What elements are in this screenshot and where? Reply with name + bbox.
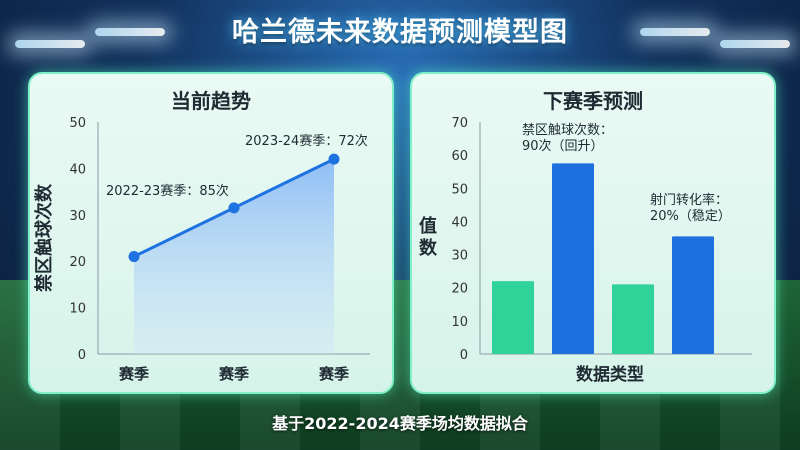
trend-x-tick: 赛季	[118, 365, 149, 383]
trend-y-tick: 0	[78, 348, 86, 363]
forecast-annotation-touch-line2: 90次（回升）	[522, 138, 604, 154]
trend-point	[228, 202, 240, 214]
trend-title: 当前趋势	[171, 89, 251, 113]
forecast-chart: 下赛季预测 0 10 20 30 40 50 60 70 值 数 数据类型 禁区触球次数： 9…	[419, 89, 752, 385]
forecast-annotation-conversion-line2: 20%（稳定）	[650, 208, 731, 224]
forecast-y-tick: 40	[451, 215, 468, 230]
trend-y-tick: 40	[69, 162, 86, 177]
forecast-y-tick: 50	[451, 182, 468, 197]
forecast-y-tick: 0	[460, 348, 468, 363]
forecast-y-tick: 10	[451, 315, 468, 330]
forecast-title: 下赛季预测	[543, 89, 643, 113]
stadium-light-right-1	[640, 28, 710, 36]
forecast-x-label: 数据类型	[576, 364, 644, 385]
forecast-y-tick: 30	[451, 249, 468, 264]
trend-y-tick: 10	[69, 302, 86, 317]
forecast-bar	[552, 163, 594, 354]
page-title: 哈兰德未来数据预测模型图	[232, 17, 568, 48]
forecast-y-tick: 70	[451, 116, 468, 131]
trend-chart: 当前趋势 0 10 20 30 40 50 赛季 赛季 赛季 禁区触球次数 2022-23赛季…	[33, 89, 370, 383]
stadium-light-right-2	[720, 40, 790, 48]
trend-y-tick: 50	[69, 116, 86, 131]
trend-y-label: 禁区触球次数	[33, 183, 55, 292]
forecast-bar	[612, 284, 654, 354]
trend-point	[128, 251, 140, 263]
forecast-annotation-conversion-line1: 射门转化率：	[650, 192, 728, 208]
trend-panel: 当前趋势 0 10 20 30 40 50 赛季 赛季 赛季 禁区触球次数 2022-23赛季…	[28, 72, 394, 394]
trend-area	[134, 159, 334, 354]
trend-point	[328, 153, 340, 165]
forecast-bar	[492, 281, 534, 354]
trend-annotation-2022: 2022-23赛季：85次	[106, 183, 229, 199]
forecast-y-tick: 20	[451, 282, 468, 297]
forecast-bar	[672, 236, 714, 354]
trend-x-tick: 赛季	[218, 365, 249, 383]
forecast-y-label-2: 数	[419, 237, 438, 259]
stadium-light-left-2	[95, 28, 165, 36]
footer-note: 基于2022-2024赛季场均数据拟合	[272, 414, 528, 433]
forecast-panel: 下赛季预测 0 10 20 30 40 50 60 70 值 数 数据类型 禁区触球次数： 9…	[410, 72, 776, 394]
trend-x-tick: 赛季	[318, 365, 349, 383]
forecast-y-tick: 60	[451, 149, 468, 164]
forecast-y-label-1: 值	[419, 215, 437, 237]
trend-annotation-2023: 2023-24赛季：72次	[245, 133, 368, 149]
forecast-annotation-touch-line1: 禁区触球次数：	[522, 122, 613, 138]
trend-y-tick: 20	[69, 255, 86, 270]
stadium-light-left-1	[15, 40, 85, 48]
trend-y-tick: 30	[69, 209, 86, 224]
